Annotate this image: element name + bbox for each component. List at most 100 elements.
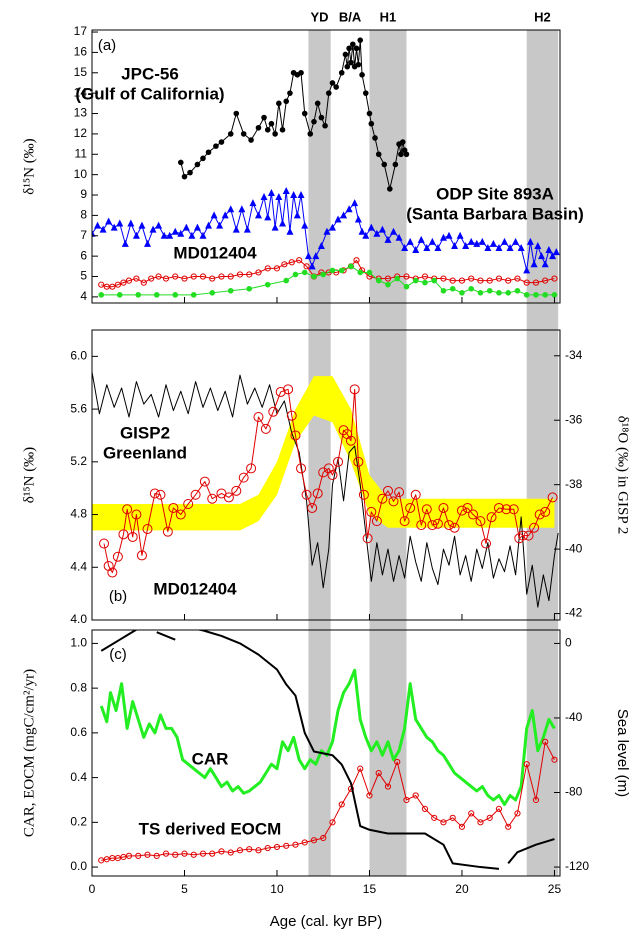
marker [534, 509, 545, 520]
marker [298, 69, 304, 76]
marker [155, 273, 162, 280]
shaded-interval [526, 30, 559, 876]
marker [540, 506, 551, 517]
marker [255, 847, 262, 854]
marker [375, 151, 382, 158]
y-tick-label: 6 [80, 248, 87, 262]
y-tick-label: 1.0 [70, 636, 87, 650]
marker [398, 151, 404, 158]
marker [451, 241, 459, 249]
y-tick-label: -38 [565, 477, 583, 491]
marker [394, 758, 401, 766]
x-tick-label: 25 [548, 882, 562, 896]
marker [98, 857, 105, 864]
y-tick-label: 4 [80, 289, 87, 303]
marker [403, 151, 410, 158]
marker [338, 425, 349, 436]
marker [227, 287, 234, 294]
marker [233, 110, 240, 117]
marker [392, 161, 399, 168]
series-line [99, 668, 556, 806]
marker [121, 239, 129, 247]
y-tick-label: -80 [565, 785, 583, 799]
marker [135, 852, 142, 859]
marker [348, 263, 354, 270]
marker [445, 231, 453, 239]
marker [518, 530, 529, 541]
marker [238, 205, 246, 213]
marker [514, 287, 521, 294]
marker [312, 488, 323, 499]
marker [523, 292, 530, 298]
marker [283, 98, 290, 105]
marker [114, 281, 121, 288]
marker [353, 257, 360, 264]
marker [477, 277, 484, 284]
marker [375, 770, 382, 777]
plot-area [92, 37, 560, 298]
marker [162, 850, 170, 857]
y-tick-label: -40 [565, 710, 583, 724]
marker [231, 485, 242, 496]
marker [199, 476, 210, 487]
marker [505, 823, 512, 830]
marker [227, 131, 234, 137]
series-label: MD012404 [173, 243, 257, 262]
series-line [100, 630, 555, 870]
marker [273, 843, 281, 851]
marker [177, 159, 184, 166]
marker [227, 273, 234, 280]
marker [200, 155, 206, 162]
marker [362, 533, 373, 544]
marker [283, 384, 294, 395]
marker [545, 246, 553, 254]
marker [345, 205, 353, 213]
marker [541, 260, 549, 268]
marker [366, 792, 373, 799]
x-tick-label: 0 [89, 882, 96, 896]
shaded-interval [369, 30, 407, 876]
marker [427, 520, 438, 531]
marker [346, 45, 352, 52]
marker [458, 277, 466, 284]
marker [534, 241, 542, 249]
marker [199, 850, 207, 857]
marker [493, 502, 504, 513]
y-tick-label: -34 [565, 348, 583, 362]
marker [506, 243, 514, 251]
marker [172, 273, 179, 280]
y-tick-label: -36 [565, 412, 583, 426]
marker [328, 223, 336, 231]
marker [116, 219, 124, 227]
marker [416, 520, 427, 531]
marker [394, 275, 401, 282]
marker [301, 839, 308, 846]
marker [384, 275, 392, 282]
marker [255, 269, 262, 276]
marker [276, 100, 282, 107]
marker [148, 275, 155, 282]
series-label: CAR [192, 749, 229, 768]
marker [190, 489, 201, 500]
marker [98, 281, 105, 288]
marker [107, 567, 118, 578]
marker [406, 237, 414, 245]
marker [94, 221, 102, 229]
marker [246, 271, 253, 278]
marker [514, 533, 525, 544]
interval-label: H2 [534, 9, 551, 24]
marker [205, 149, 212, 156]
y-axis-label: δ¹⁵N (‰) [21, 447, 37, 503]
marker [218, 273, 225, 280]
marker [288, 259, 295, 266]
marker [366, 110, 373, 117]
y-tick-label: 9 [80, 187, 87, 201]
marker [384, 783, 392, 790]
series-label: Greenland [103, 443, 187, 462]
marker [358, 227, 366, 235]
y-tick-label: 8 [80, 208, 87, 222]
marker [381, 161, 388, 168]
marker [238, 472, 249, 483]
marker [223, 492, 234, 503]
marker [232, 225, 240, 233]
